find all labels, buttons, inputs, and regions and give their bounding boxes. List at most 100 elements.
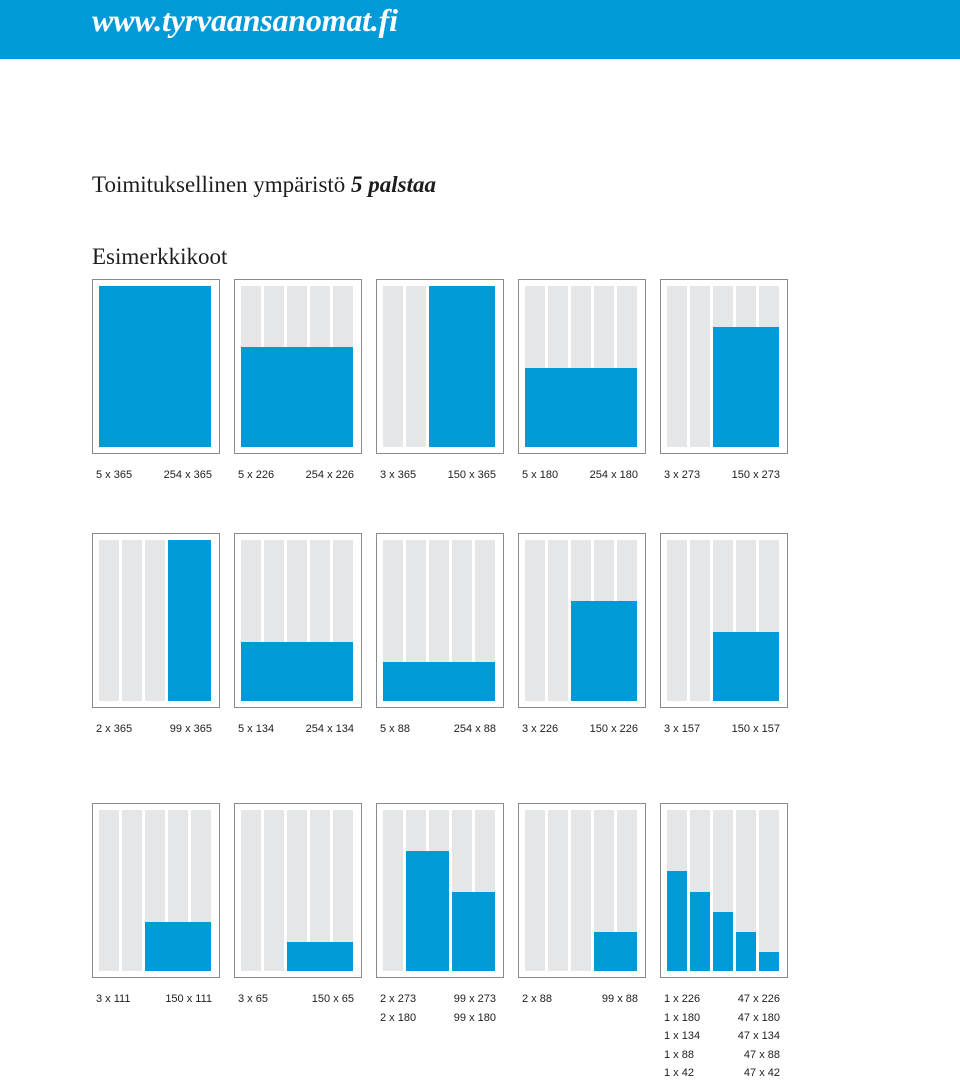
page-thumbnail <box>376 533 504 708</box>
size-label-mm: 99 x 365 <box>169 723 212 735</box>
column <box>690 540 710 701</box>
size-label-mm: 47 x 42 <box>743 1067 780 1079</box>
page-subtitle: Esimerkkikoot <box>92 244 228 269</box>
column <box>264 810 284 971</box>
column <box>406 286 426 447</box>
ad-block <box>713 632 779 701</box>
title-emphasis: 5 palstaa <box>351 172 437 197</box>
size-label-columns: 5 x 88 <box>380 723 410 735</box>
ad-block <box>713 327 779 447</box>
page-thumbnail <box>92 533 220 708</box>
page-thumbnail <box>518 533 646 708</box>
size-label-columns: 2 x 365 <box>96 723 133 735</box>
column <box>333 810 353 971</box>
ad-block <box>571 601 637 701</box>
column <box>122 810 142 971</box>
column <box>667 540 687 701</box>
size-label-mm: 254 x 134 <box>305 723 354 735</box>
column <box>548 810 568 971</box>
size-label-mm: 99 x 88 <box>601 993 638 1005</box>
column <box>145 540 165 701</box>
ad-block <box>383 662 495 701</box>
ad-block <box>713 912 733 971</box>
column <box>594 810 614 971</box>
column <box>736 810 756 971</box>
site-url[interactable]: www.tyrvaansanomat.fi <box>92 2 398 38</box>
size-label-columns: 3 x 111 <box>96 993 131 1005</box>
column <box>525 810 545 971</box>
column <box>690 286 710 447</box>
column <box>287 810 307 971</box>
size-label-columns: 1 x 88 <box>664 1048 694 1061</box>
ad-block <box>145 922 211 971</box>
size-label-mm: 99 x 273 <box>453 993 496 1005</box>
page-thumbnail <box>518 279 646 454</box>
page-thumbnail <box>92 279 220 454</box>
size-label-columns: 3 x 157 <box>664 723 701 735</box>
size-label-mm: 47 x 134 <box>737 1030 780 1042</box>
column <box>548 540 568 701</box>
size-label-mm: 150 x 365 <box>447 469 496 481</box>
column <box>759 810 779 971</box>
column <box>122 540 142 701</box>
size-label-mm: 150 x 226 <box>589 723 638 735</box>
ad-block <box>429 286 495 447</box>
ad-block <box>690 892 710 971</box>
size-label-mm: 254 x 88 <box>453 723 496 735</box>
ad-block <box>452 892 495 971</box>
size-label-columns: 1 x 42 <box>664 1067 694 1079</box>
column <box>310 810 330 971</box>
page-thumbnail <box>518 803 646 978</box>
size-label-mm: 254 x 365 <box>163 469 212 481</box>
size-label-mm: 99 x 180 <box>453 1011 496 1024</box>
ad-block <box>241 642 353 701</box>
size-label-mm: 47 x 88 <box>743 1048 780 1061</box>
column <box>383 810 403 971</box>
column <box>99 540 119 701</box>
size-label-columns: 3 x 65 <box>238 993 268 1005</box>
size-label-mm: 150 x 65 <box>311 993 354 1005</box>
column <box>406 540 426 701</box>
ad-block <box>99 286 211 447</box>
size-label-mm: 254 x 180 <box>589 469 638 481</box>
size-label-columns: 5 x 226 <box>238 469 275 481</box>
size-label-columns: 5 x 365 <box>96 469 133 481</box>
size-label-columns: 1 x 226 <box>664 993 701 1005</box>
page-thumbnail <box>660 803 788 978</box>
ad-block <box>736 932 756 971</box>
size-label-mm: 150 x 111 <box>165 993 212 1005</box>
page-thumbnail <box>660 279 788 454</box>
page-thumbnail <box>234 533 362 708</box>
ad-block <box>525 368 637 447</box>
ad-block <box>406 851 449 971</box>
column <box>383 540 403 701</box>
size-label-columns: 2 x 180 <box>380 1011 417 1024</box>
size-label-mm: 254 x 226 <box>305 469 354 481</box>
ad-block <box>287 942 353 971</box>
size-label-mm: 47 x 226 <box>737 993 780 1005</box>
page-thumbnail <box>376 279 504 454</box>
page-thumbnail <box>234 279 362 454</box>
size-label-mm: 47 x 180 <box>737 1011 780 1024</box>
column <box>617 810 637 971</box>
size-label-columns: 2 x 273 <box>380 993 417 1005</box>
size-label-mm: 150 x 157 <box>731 723 780 735</box>
size-label-columns: 1 x 180 <box>664 1011 701 1024</box>
page-thumbnail <box>660 533 788 708</box>
title-text: Toimituksellinen ympäristö <box>92 172 352 197</box>
page-thumbnail <box>376 803 504 978</box>
column <box>452 540 472 701</box>
ad-block <box>241 347 353 447</box>
page-title: Toimituksellinen ympäristö 5 palstaa <box>92 170 436 200</box>
size-label-columns: 5 x 134 <box>238 723 275 735</box>
size-label-columns: 1 x 134 <box>664 1030 701 1042</box>
size-label-columns: 5 x 180 <box>522 469 559 481</box>
column <box>475 540 495 701</box>
size-label-columns: 3 x 226 <box>522 723 559 735</box>
page-thumbnail <box>234 803 362 978</box>
column <box>525 540 545 701</box>
column <box>667 286 687 447</box>
size-label-columns: 2 x 88 <box>522 993 552 1005</box>
ad-block <box>667 871 687 971</box>
page-thumbnail <box>92 803 220 978</box>
